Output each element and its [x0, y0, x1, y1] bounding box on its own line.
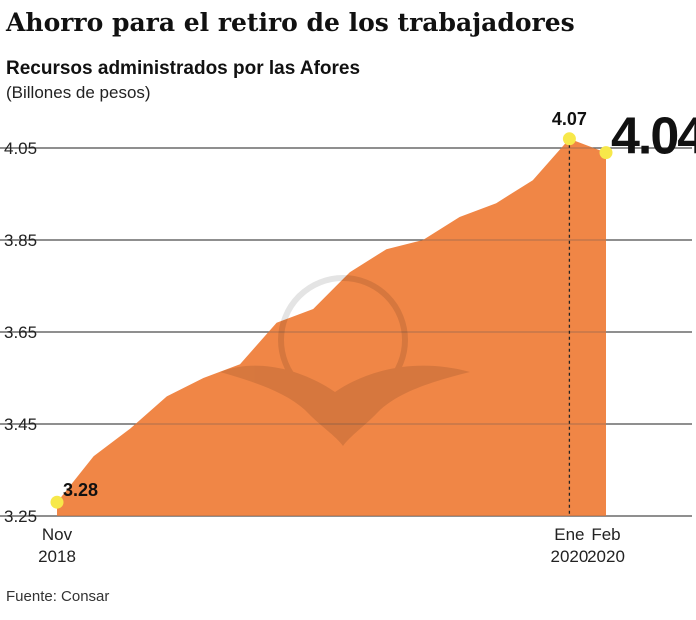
x-tick: Ene 2020: [550, 525, 588, 566]
x-tick-label: 2020: [587, 547, 625, 566]
data-label: 4.07: [552, 109, 587, 129]
data-point-marker: [599, 146, 613, 160]
x-tick-label: Feb: [591, 525, 620, 544]
data-point-marker: [50, 495, 64, 509]
y-tick-label: 3.65: [4, 323, 37, 342]
page-title: Ahorro para el retiro de los trabajadore…: [5, 8, 575, 37]
y-tick-label: 4.05: [4, 139, 37, 158]
data-label: 3.28: [63, 480, 98, 500]
y-tick-label: 3.25: [4, 507, 37, 526]
data-labels: 3.28 4.07 4.04: [63, 108, 696, 501]
gridlines-overlay: [0, 147, 692, 517]
source-note: Fuente: Consar: [6, 588, 109, 605]
chart-subtitle: Recursos administrados por las Afores: [6, 58, 360, 79]
x-tick-label: 2020: [550, 547, 588, 566]
data-markers: [50, 132, 613, 509]
units-label: (Billones de pesos): [6, 83, 151, 102]
area-series: [57, 138, 606, 517]
y-tick-label: 3.85: [4, 231, 37, 250]
data-point-marker: [562, 132, 576, 146]
data-label: 4.04: [611, 108, 696, 166]
y-tick-label: 3.45: [4, 415, 37, 434]
x-tick: Feb 2020: [587, 525, 625, 566]
x-tick-label: Nov: [42, 525, 73, 544]
watermark-eagle-icon: [220, 275, 470, 446]
y-axis-ticks: 3.25 3.45 3.65 3.85 4.05: [4, 139, 37, 526]
x-tick-label: Ene: [554, 525, 584, 544]
x-tick-label: 2018: [38, 547, 76, 566]
x-tick: Nov 2018: [38, 525, 76, 566]
